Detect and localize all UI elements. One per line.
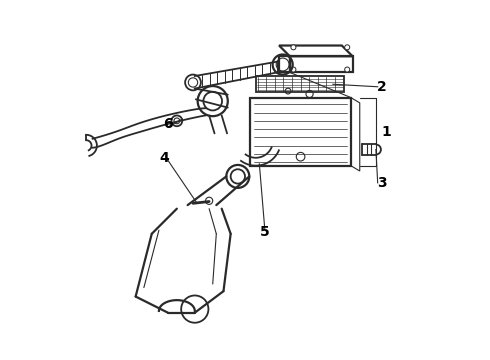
Text: 2: 2	[377, 80, 387, 94]
Circle shape	[291, 67, 296, 72]
Text: 1: 1	[382, 125, 392, 139]
Text: 3: 3	[377, 176, 387, 190]
Text: 4: 4	[159, 151, 169, 165]
Text: 5: 5	[260, 225, 270, 239]
Text: 6: 6	[163, 117, 172, 131]
Circle shape	[344, 45, 350, 50]
Circle shape	[344, 67, 350, 72]
Circle shape	[291, 45, 296, 50]
